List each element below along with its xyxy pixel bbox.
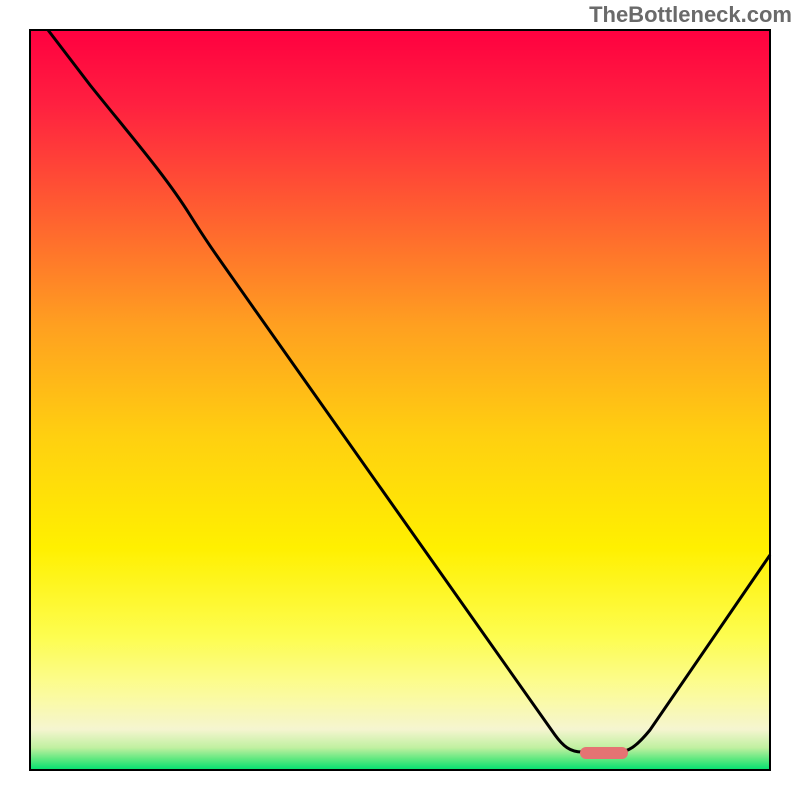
- chart-container: TheBottleneck.com: [0, 0, 800, 800]
- watermark-text: TheBottleneck.com: [589, 2, 792, 28]
- optimal-marker: [580, 747, 628, 759]
- chart-svg: [0, 0, 800, 800]
- plot-background: [30, 30, 770, 770]
